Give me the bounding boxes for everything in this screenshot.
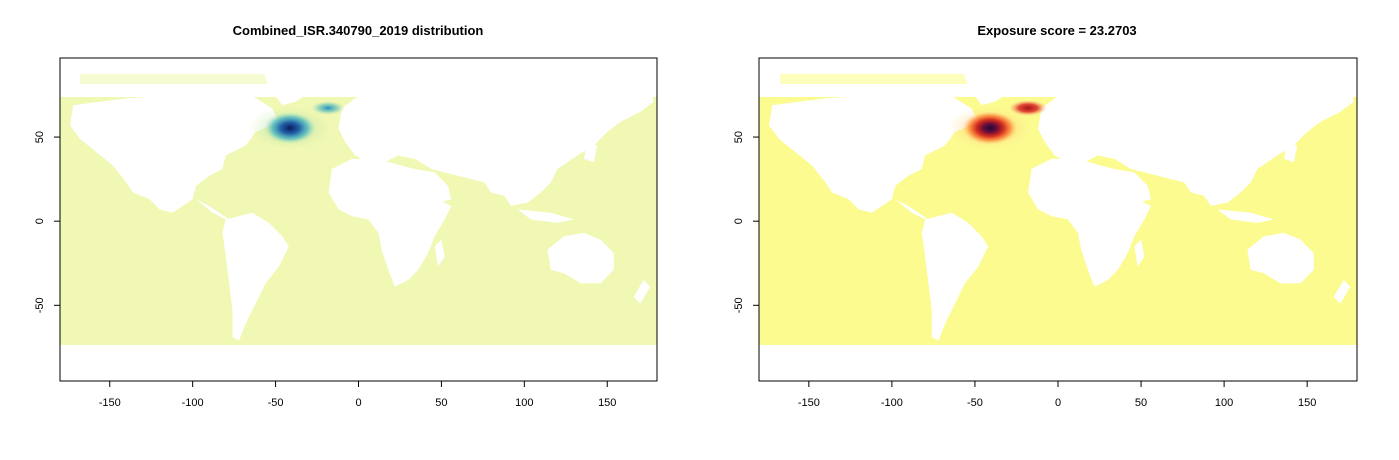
- x-axis: -150 -100 -50 0 50 100 150: [798, 380, 1316, 409]
- panel-title: Exposure score = 23.2703: [977, 23, 1136, 38]
- hotspot-main: [264, 112, 316, 144]
- arctic-band: [80, 74, 310, 84]
- x-tick-label: -150: [798, 397, 820, 409]
- panel-title: Combined_ISR.340790_2019 distribution: [233, 23, 484, 38]
- x-tick-label: -50: [268, 397, 284, 409]
- y-tick-label: 50: [34, 131, 46, 143]
- x-tick-label: 150: [1298, 397, 1316, 409]
- arctic-band: [780, 74, 1010, 84]
- x-tick-label: 100: [1215, 397, 1233, 409]
- hotspot-main: [962, 111, 1018, 145]
- hotspot-secondary: [311, 101, 345, 115]
- y-tick-label: 50: [733, 131, 745, 143]
- x-tick-label: -100: [182, 397, 204, 409]
- y-tick-label: -50: [733, 297, 745, 313]
- hotspot-secondary: [1009, 100, 1047, 116]
- y-tick-label: -50: [34, 297, 46, 313]
- y-tick-label: 0: [34, 218, 46, 224]
- x-tick-label: 0: [355, 397, 361, 409]
- x-tick-label: -150: [99, 397, 121, 409]
- x-tick-label: 0: [1055, 397, 1061, 409]
- x-tick-label: -100: [881, 397, 903, 409]
- x-tick-label: 50: [435, 397, 447, 409]
- x-axis: -150 -100 -50 0 50 100 150: [99, 380, 616, 409]
- x-tick-label: -50: [967, 397, 983, 409]
- x-tick-label: 150: [598, 397, 616, 409]
- panel-exposure: Exposure score = 23.2703 -150 -100 -50 0 50 1…: [733, 23, 1358, 409]
- y-tick-label: 0: [733, 218, 745, 224]
- y-axis: -50 0 50: [733, 131, 760, 313]
- y-axis: -50 0 50: [34, 131, 61, 313]
- x-tick-label: 100: [515, 397, 533, 409]
- x-tick-label: 50: [1135, 397, 1147, 409]
- panel-distribution: Combined_ISR.340790_2019 distribution -1…: [34, 23, 658, 409]
